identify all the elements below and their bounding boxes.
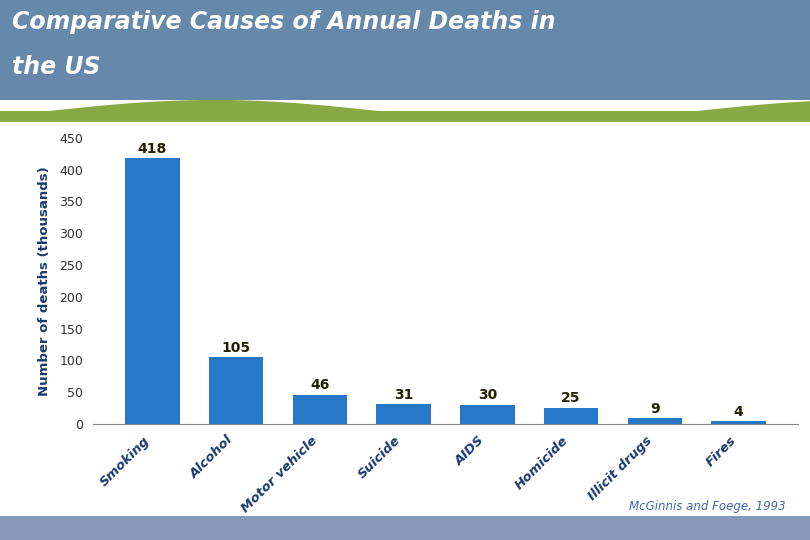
Polygon shape xyxy=(0,100,810,122)
Text: Comparative Causes of Annual Deaths in: Comparative Causes of Annual Deaths in xyxy=(12,10,556,34)
Bar xyxy=(377,404,431,424)
Text: 418: 418 xyxy=(138,141,167,156)
Bar xyxy=(209,357,263,424)
Text: 46: 46 xyxy=(310,378,330,392)
Bar xyxy=(544,408,599,424)
Bar xyxy=(460,405,514,424)
Bar xyxy=(628,418,682,424)
FancyBboxPatch shape xyxy=(0,111,810,122)
Bar xyxy=(292,395,347,424)
Y-axis label: Number of deaths (thousands): Number of deaths (thousands) xyxy=(38,166,51,396)
FancyBboxPatch shape xyxy=(0,516,810,540)
Text: 9: 9 xyxy=(650,402,659,416)
Text: 25: 25 xyxy=(561,392,581,406)
Text: 30: 30 xyxy=(478,388,497,402)
Bar xyxy=(126,158,180,424)
Text: McGinnis and Foege, 1993: McGinnis and Foege, 1993 xyxy=(629,500,786,513)
FancyBboxPatch shape xyxy=(0,0,810,100)
Text: 105: 105 xyxy=(222,341,251,355)
Text: the US: the US xyxy=(12,55,100,79)
Text: 4: 4 xyxy=(734,405,744,419)
Text: 31: 31 xyxy=(394,388,413,402)
Bar xyxy=(711,421,765,424)
